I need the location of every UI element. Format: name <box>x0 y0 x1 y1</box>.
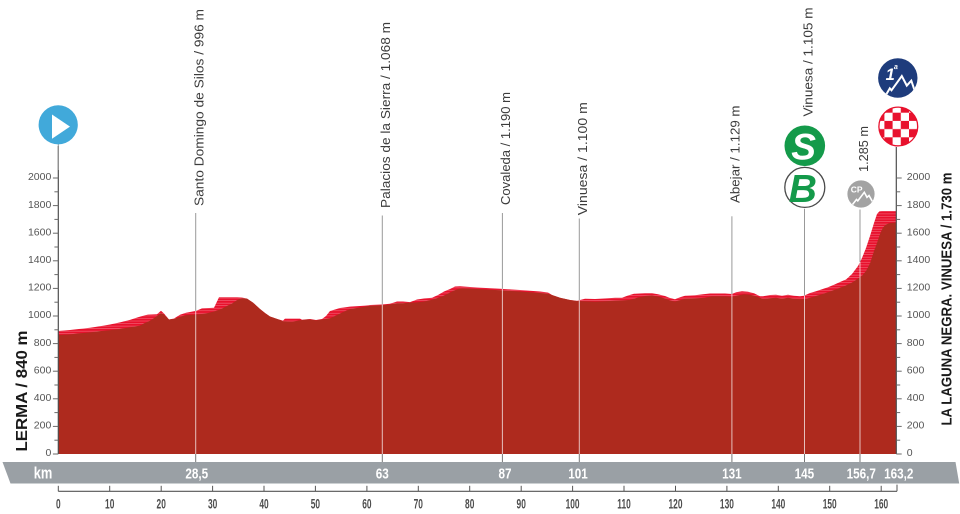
svg-text:2000: 2000 <box>907 171 931 183</box>
svg-text:400: 400 <box>907 392 925 404</box>
svg-text:km: km <box>34 465 53 483</box>
svg-text:600: 600 <box>907 364 925 376</box>
svg-text:110: 110 <box>617 498 630 512</box>
svg-text:200: 200 <box>907 420 925 432</box>
svg-text:120: 120 <box>669 498 683 512</box>
svg-text:160: 160 <box>874 498 888 512</box>
svg-text:87: 87 <box>498 465 511 482</box>
svg-text:145: 145 <box>795 465 815 482</box>
svg-text:400: 400 <box>34 392 52 404</box>
svg-text:Vinuesa / 1.105 m: Vinuesa / 1.105 m <box>800 8 815 117</box>
svg-text:1600: 1600 <box>907 226 931 238</box>
svg-text:40: 40 <box>259 498 268 512</box>
svg-text:156,7: 156,7 <box>847 465 876 482</box>
svg-text:131: 131 <box>722 465 742 482</box>
svg-text:63: 63 <box>376 465 389 482</box>
svg-text:1200: 1200 <box>907 282 931 294</box>
svg-text:101: 101 <box>568 465 588 482</box>
svg-text:150: 150 <box>823 498 837 512</box>
svg-text:1000: 1000 <box>28 309 52 321</box>
svg-text:100: 100 <box>566 498 580 512</box>
svg-text:B: B <box>789 168 817 211</box>
svg-text:2000: 2000 <box>28 171 52 183</box>
svg-text:1600: 1600 <box>28 226 52 238</box>
svg-text:600: 600 <box>34 364 52 376</box>
svg-text:0: 0 <box>45 447 51 459</box>
svg-text:50: 50 <box>311 498 320 512</box>
svg-text:1: 1 <box>886 66 895 84</box>
svg-text:LERMA / 840 m: LERMA / 840 m <box>14 331 31 452</box>
svg-text:Vinuesa / 1.100 m: Vinuesa / 1.100 m <box>575 102 590 215</box>
svg-text:1800: 1800 <box>907 199 931 211</box>
svg-text:90: 90 <box>517 498 526 512</box>
svg-text:1200: 1200 <box>28 282 52 294</box>
svg-text:LA LAGUNA NEGRA. VINUESA / 1.7: LA LAGUNA NEGRA. VINUESA / 1.730 m <box>939 173 956 426</box>
svg-text:800: 800 <box>907 337 925 349</box>
svg-text:200: 200 <box>34 420 52 432</box>
svg-text:CP: CP <box>851 184 863 194</box>
svg-text:0: 0 <box>56 498 61 512</box>
svg-text:Santo Domingo de Silos / 996 m: Santo Domingo de Silos / 996 m <box>192 9 207 206</box>
svg-text:Covaleda / 1.190 m: Covaleda / 1.190 m <box>498 92 513 205</box>
svg-text:130: 130 <box>720 498 734 512</box>
svg-text:Palacios de la Sierra / 1.068: Palacios de la Sierra / 1.068 m <box>378 22 393 208</box>
svg-text:Abejar / 1.129 m: Abejar / 1.129 m <box>728 106 743 203</box>
svg-text:70: 70 <box>414 498 423 512</box>
svg-text:30: 30 <box>208 498 217 512</box>
svg-text:80: 80 <box>465 498 474 512</box>
svg-text:10: 10 <box>105 498 114 512</box>
svg-text:1400: 1400 <box>907 254 931 266</box>
svg-text:0: 0 <box>907 447 913 459</box>
svg-text:1400: 1400 <box>28 254 52 266</box>
svg-text:ª: ª <box>893 64 898 76</box>
svg-text:163,2: 163,2 <box>884 465 913 482</box>
svg-text:1000: 1000 <box>907 309 931 321</box>
svg-text:28,5: 28,5 <box>185 465 208 482</box>
svg-text:60: 60 <box>362 498 371 512</box>
svg-text:140: 140 <box>771 498 785 512</box>
svg-text:20: 20 <box>157 498 166 512</box>
svg-text:S: S <box>791 127 816 168</box>
svg-text:1.285 m: 1.285 m <box>856 126 871 172</box>
svg-text:1800: 1800 <box>28 199 52 211</box>
svg-text:800: 800 <box>34 337 52 349</box>
